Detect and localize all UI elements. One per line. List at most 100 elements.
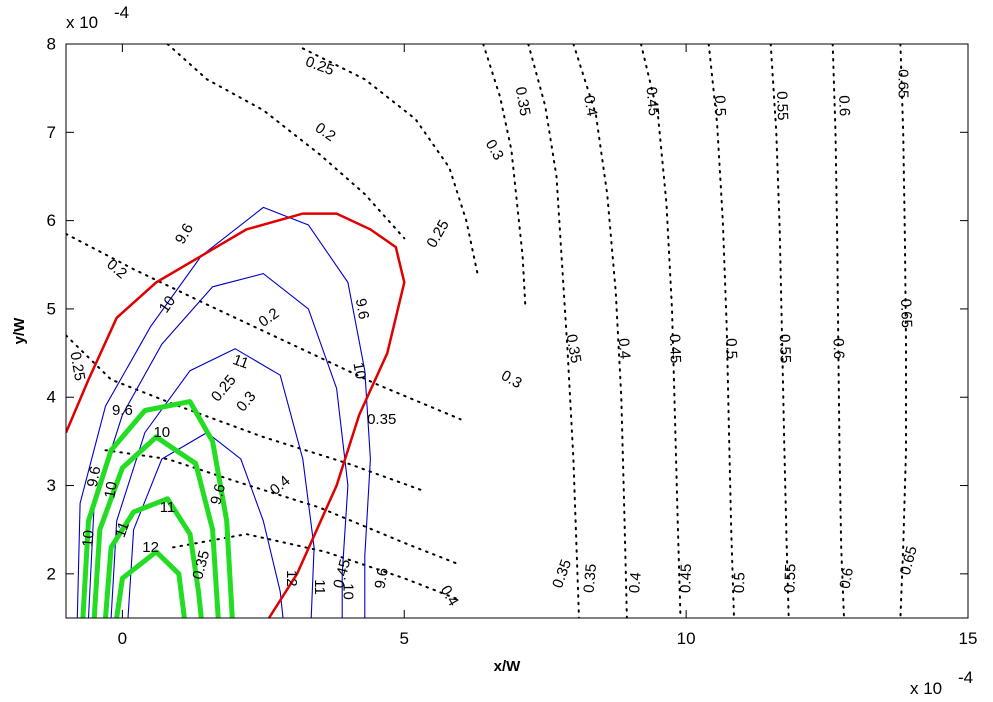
- contour-level-label: 0.4: [437, 583, 462, 610]
- x-multiplier: x 10 -4: [910, 668, 973, 698]
- blue-contour-line: [87, 272, 349, 618]
- y-tick-label: 4: [47, 388, 56, 407]
- contour-level-label: 9.6: [207, 482, 229, 507]
- contour-level-label: 0.25: [66, 350, 88, 382]
- y-tick-label: 3: [47, 476, 56, 495]
- contour-level-label: 12: [142, 539, 159, 556]
- contour-level-label: 0.3: [498, 367, 525, 392]
- dotted-contour-line: [66, 334, 423, 491]
- dotted-contour-line: [831, 44, 845, 618]
- x-tick-label: 10: [677, 629, 696, 648]
- contour-level-label: 0.45: [666, 334, 684, 364]
- y-tick-label: 2: [47, 564, 56, 583]
- y-tick-label: 8: [47, 35, 56, 54]
- contour-level-label: 10: [79, 529, 97, 547]
- x-tick-label: 15: [959, 629, 978, 648]
- dotted-contour-line: [66, 232, 462, 421]
- y-multiplier-base: x 10: [66, 13, 98, 32]
- contour-level-label: 9.6: [84, 465, 104, 488]
- contour-level-label: 0.4: [626, 572, 645, 594]
- contour-level-label: 10: [339, 583, 356, 600]
- dotted-contour-line: [640, 44, 682, 618]
- blue-contour-line: [110, 348, 315, 618]
- dotted-contour-line: [166, 44, 406, 240]
- green-contour-line: [91, 434, 221, 618]
- contour-level-label: 0.5: [731, 572, 749, 593]
- contour-level-label: 0.35: [189, 549, 213, 582]
- red-boundary-curve: [66, 212, 406, 618]
- contour-level-label: 9.6: [352, 297, 372, 320]
- contour-level-label: 0.25: [208, 372, 240, 405]
- contour-level-label: 0.5: [722, 338, 740, 359]
- contour-level-label: 0.2: [312, 119, 339, 145]
- contour-level-label: 10: [349, 361, 369, 380]
- contour-level-label: 0.2: [256, 305, 283, 331]
- contour-level-label: 0.6: [837, 567, 857, 590]
- contour-level-label: 0.3: [233, 388, 259, 415]
- y-tick-label: 6: [47, 211, 56, 230]
- contour-level-label: 0.65: [895, 69, 912, 98]
- blue-contour-line: [76, 206, 371, 618]
- x-tick-label: 5: [400, 629, 409, 648]
- contour-level-label: 0.65: [897, 298, 915, 328]
- contour-level-label: 11: [231, 351, 251, 372]
- contour-level-label: 0.2: [103, 256, 130, 282]
- contour-level-label: 0.35: [367, 411, 396, 428]
- dotted-contour-line: [707, 44, 735, 618]
- contour-level-label: 0.55: [773, 91, 791, 121]
- y-tick-label: 7: [47, 123, 56, 142]
- contour-level-label: 0.4: [267, 472, 294, 498]
- x-axis-label: x/W: [494, 658, 522, 675]
- contour-level-label: 0.35: [512, 86, 534, 118]
- contour-level-label: 0.65: [897, 544, 921, 577]
- dotted-contour-line: [572, 44, 628, 618]
- contour-level-label: 11: [311, 579, 328, 595]
- y-multiplier-exponent: -4: [114, 3, 129, 22]
- contour-level-label: 10: [156, 293, 179, 316]
- contour-level-label: 0.4: [615, 338, 634, 360]
- contour-level-label: 0.35: [581, 563, 600, 594]
- dotted-contour-line: [301, 47, 479, 275]
- dotted-contour-line: [527, 44, 580, 618]
- contour-level-label: 0.25: [303, 53, 336, 79]
- contour-level-label: 10: [153, 424, 170, 441]
- contour-level-label: 11: [160, 499, 176, 516]
- y-axis-label: y/W: [11, 317, 28, 345]
- contour-level-label: 10: [101, 480, 121, 499]
- contour-level-label: 0.6: [835, 95, 853, 116]
- blue-contour-line: [127, 431, 284, 618]
- contour-level-label: 0.4: [580, 94, 600, 117]
- dotted-contour-line: [899, 44, 907, 618]
- y-tick-label: 5: [47, 299, 56, 318]
- axes: 0 5 10 15 2 3 4 5 6 7 8: [47, 35, 978, 649]
- contour-level-label: 0.35: [549, 557, 575, 590]
- axes-frame: [65, 43, 969, 619]
- dotted-contour-line: [104, 449, 462, 566]
- green-contour-line: [103, 496, 204, 618]
- contour-level-label: 0.45: [643, 86, 662, 117]
- dotted-contour-line: [482, 44, 527, 310]
- y-multiplier: x 10 -4: [66, 3, 129, 32]
- contour-level-label: 0.6: [829, 338, 847, 359]
- dotted-contour-line: [769, 44, 790, 618]
- contour-level-label: 9.6: [372, 567, 392, 590]
- contour-level-label: 9.6: [172, 221, 197, 248]
- plot-area: 0.250.20.30.35 0.4 0.45 0.5 0.55 0.60.650.250…: [66, 44, 921, 618]
- contour-level-label: 0.35: [562, 333, 584, 365]
- contour-level-label: 12: [283, 570, 300, 587]
- contour-level-label: 11: [112, 519, 133, 539]
- contour-level-label: 0.3: [482, 137, 507, 164]
- contour-level-label: 0.45: [677, 563, 695, 593]
- contour-level-label: 0.45: [330, 557, 354, 590]
- contour-level-label: 9.6: [112, 402, 133, 419]
- contour-level-label: 0.5: [711, 95, 729, 116]
- green-contour-line: [80, 399, 235, 618]
- green-contour-line: [114, 549, 187, 618]
- contour-level-label: 0.55: [776, 334, 794, 364]
- contour-level-label: 0.25: [423, 217, 452, 251]
- x-multiplier-exponent: -4: [958, 668, 973, 687]
- x-tick-label: 0: [118, 629, 127, 648]
- x-multiplier-base: x 10: [910, 679, 942, 698]
- contour-level-label: 0.55: [781, 563, 799, 593]
